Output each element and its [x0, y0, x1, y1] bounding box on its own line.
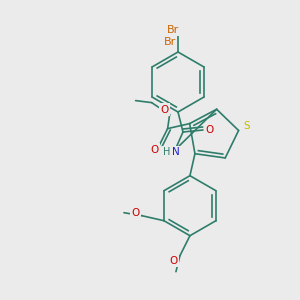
Text: O: O	[170, 256, 178, 266]
Text: H: H	[163, 147, 171, 157]
Text: S: S	[243, 122, 250, 131]
Text: O: O	[205, 125, 213, 135]
Text: N: N	[172, 147, 180, 157]
Text: O: O	[160, 105, 169, 115]
Text: O: O	[132, 208, 140, 218]
Text: O: O	[151, 145, 159, 154]
Text: Br: Br	[167, 25, 179, 35]
Text: Br: Br	[164, 37, 176, 47]
